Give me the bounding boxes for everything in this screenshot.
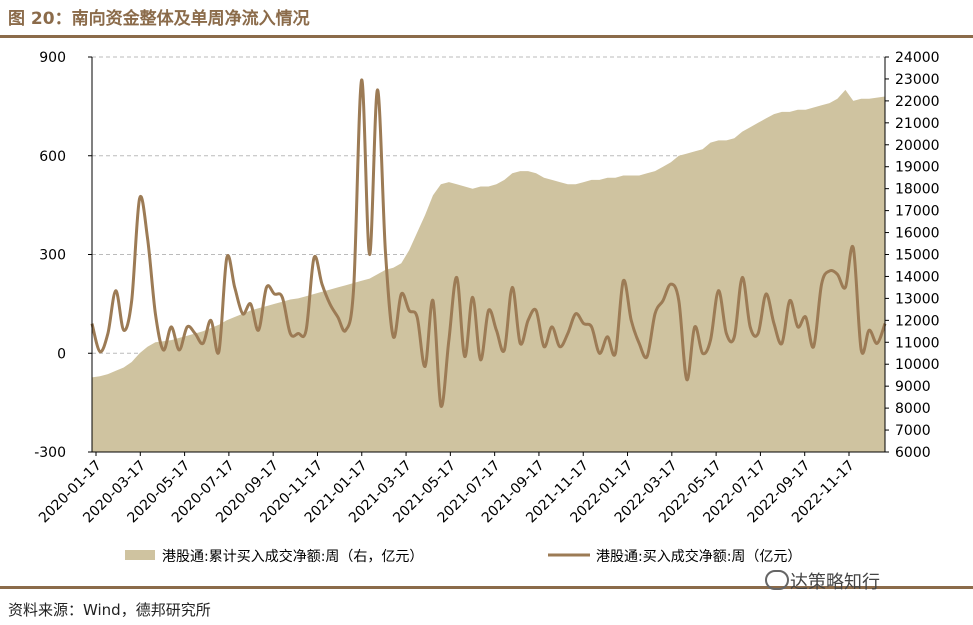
right-tick-label: 17000 bbox=[895, 204, 940, 220]
right-tick-label: 10000 bbox=[895, 357, 940, 373]
source-rule bbox=[0, 586, 973, 589]
right-tick-label: 21000 bbox=[895, 116, 940, 132]
right-tick-label: 18000 bbox=[895, 182, 940, 198]
right-tick-label: 11000 bbox=[895, 335, 940, 351]
source-note: 资料来源：Wind，德邦研究所 bbox=[8, 601, 211, 619]
right-tick-label: 8000 bbox=[895, 401, 931, 417]
wechat-icon bbox=[765, 570, 789, 590]
legend-label-line: 港股通:买入成交净额:周（亿元） bbox=[596, 548, 801, 565]
figure-title: 图 20：南向资金整体及单周净流入情况 bbox=[8, 9, 310, 29]
watermark: 达策略知行 bbox=[790, 572, 880, 593]
legend-swatch-area bbox=[125, 550, 155, 560]
right-tick-label: 22000 bbox=[895, 94, 940, 110]
right-tick-label: 14000 bbox=[895, 269, 940, 285]
legend-label-area: 港股通:累计买入成交净额:周（右，亿元） bbox=[162, 548, 423, 565]
right-tick-label: 7000 bbox=[895, 423, 931, 439]
title-rule bbox=[0, 35, 973, 38]
left-tick-label: 900 bbox=[39, 50, 66, 66]
area-series-cumulative bbox=[92, 89, 885, 453]
line-series-weekly bbox=[90, 78, 887, 408]
left-tick-label: -300 bbox=[34, 445, 66, 461]
right-tick-label: 13000 bbox=[895, 291, 940, 307]
right-tick-label: 24000 bbox=[895, 50, 940, 66]
chart: -300 0 300 600 900 6000 7000 8000 9000 10000 11000… bbox=[34, 50, 940, 565]
right-tick-label: 16000 bbox=[895, 226, 940, 242]
right-tick-label: 9000 bbox=[895, 379, 931, 395]
right-tick-label: 20000 bbox=[895, 138, 940, 154]
right-tick-label: 23000 bbox=[895, 72, 940, 88]
right-tick-label: 12000 bbox=[895, 313, 940, 329]
right-tick-label: 15000 bbox=[895, 248, 940, 264]
right-tick-label: 19000 bbox=[895, 160, 940, 176]
left-tick-label: 300 bbox=[39, 248, 66, 264]
left-tick-label: 0 bbox=[57, 346, 66, 362]
right-tick-label: 6000 bbox=[895, 445, 931, 461]
left-tick-label: 600 bbox=[39, 149, 66, 165]
